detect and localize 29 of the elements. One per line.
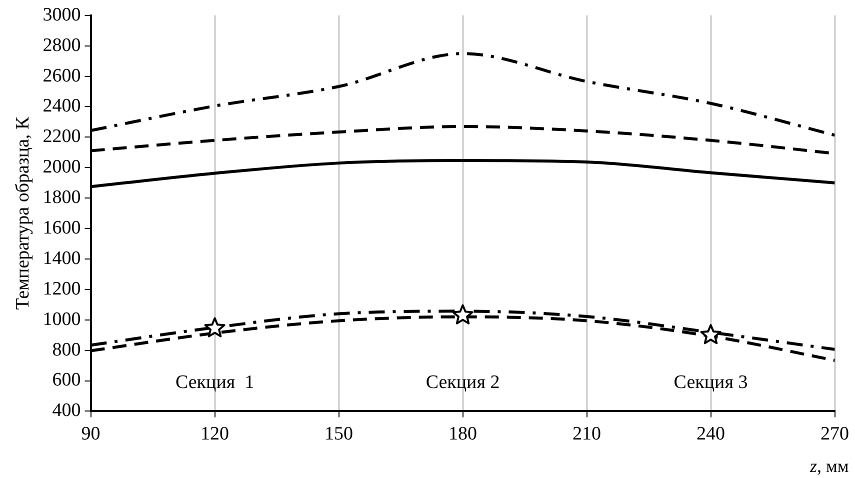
x-tick-label: 150 — [324, 424, 354, 445]
annotation: Секция 2 — [426, 372, 500, 394]
y-tick-label: 1200 — [42, 278, 81, 300]
point — [700, 324, 722, 344]
y-tick-label: 2600 — [42, 65, 81, 86]
x-tick-label: 180 — [448, 424, 478, 445]
annotation: Секция 1 — [175, 372, 254, 394]
y-tick-label: 1800 — [42, 187, 81, 208]
y-axis-title: Температура образца, К — [12, 116, 34, 310]
point — [452, 304, 474, 324]
y-tick-label: 2800 — [42, 34, 81, 56]
y-tick-label: 2400 — [42, 96, 81, 117]
x-tick-label: 210 — [572, 424, 602, 445]
x-tick-label: 120 — [200, 424, 230, 445]
x-tick-label: 90 — [81, 424, 100, 445]
x-axis-title: z, мм — [808, 456, 849, 476]
y-tick-label: 1400 — [42, 248, 81, 269]
x-tick-label: 240 — [696, 424, 726, 445]
y-tick-label: 800 — [52, 339, 81, 360]
y-tick-label: 1600 — [42, 218, 81, 239]
y-tick-label: 3000 — [42, 4, 81, 26]
x-tick-label: 270 — [820, 424, 849, 445]
y-tick-label: 400 — [52, 400, 81, 422]
point — [204, 317, 226, 338]
annotation: Секция 3 — [674, 372, 748, 394]
y-tick-label: 2200 — [42, 126, 81, 148]
y-tick-label: 600 — [52, 370, 81, 391]
y-tick-label: 2000 — [42, 156, 81, 178]
y-tick-label: 1000 — [42, 308, 81, 330]
